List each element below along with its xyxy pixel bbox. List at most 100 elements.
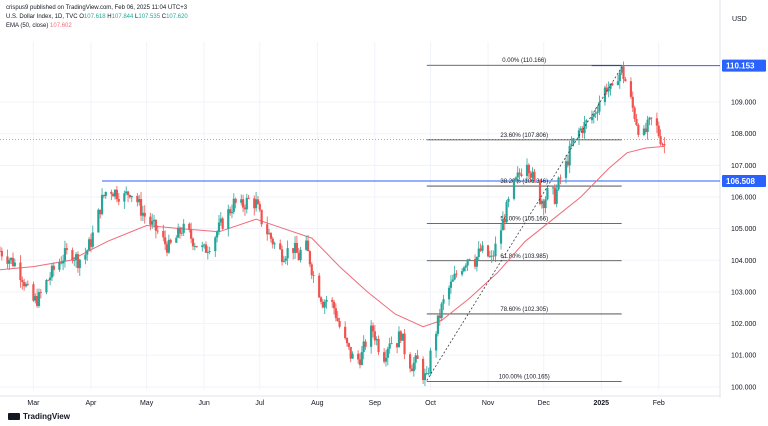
candle-body xyxy=(99,209,102,215)
candle-body xyxy=(583,122,586,134)
candle-body xyxy=(618,72,621,82)
published-note: crispus9 published on TradingView.com, F… xyxy=(6,5,188,11)
y-tick-label: 100.000 xyxy=(731,384,756,391)
tradingview-logo[interactable]: TradingView xyxy=(8,412,70,421)
candle-body xyxy=(332,301,336,309)
x-tick-label: May xyxy=(140,400,154,407)
candle-body xyxy=(438,315,441,319)
candle-body xyxy=(217,222,221,232)
candle-body xyxy=(279,243,282,250)
candle-body xyxy=(468,259,471,260)
candle-body xyxy=(585,120,588,123)
candle-body xyxy=(73,260,76,261)
candle-body xyxy=(76,254,80,269)
candle-body xyxy=(460,271,464,275)
candle-body xyxy=(308,251,311,265)
candle-body xyxy=(525,164,529,177)
candle-body xyxy=(65,248,68,251)
candle-body xyxy=(284,258,287,261)
candle-body xyxy=(195,246,198,248)
candle-body xyxy=(555,189,558,204)
x-tick-label: Jun xyxy=(198,400,209,407)
candle-body xyxy=(267,233,271,235)
candle-body xyxy=(473,259,477,267)
candle-body xyxy=(139,199,143,216)
x-axis[interactable]: Mar Apr May Jun Jul Aug Sep Oct Nov Dec 2025 Feb xyxy=(27,400,665,407)
candle-body xyxy=(299,249,302,261)
candle-body xyxy=(151,220,154,225)
horizontal-levels xyxy=(0,65,720,182)
candle-body xyxy=(488,256,491,257)
candle-body xyxy=(659,136,662,145)
candle-body xyxy=(344,326,347,339)
candle-body xyxy=(531,171,534,178)
candle-body xyxy=(425,373,428,374)
candle-body xyxy=(178,227,182,234)
candle-body xyxy=(113,189,117,197)
candle-body xyxy=(362,341,365,353)
candle-body xyxy=(609,83,612,89)
candle-body xyxy=(156,230,159,232)
fib-level-label: 61.80% (103.985) xyxy=(500,254,548,260)
candle-body xyxy=(490,255,493,257)
price-tag xyxy=(722,59,766,72)
y-tick-label: 103.000 xyxy=(731,289,756,296)
candle-body xyxy=(154,219,157,231)
candle-body xyxy=(620,66,623,73)
candle-body xyxy=(125,191,128,194)
fib-trend-line xyxy=(426,67,622,381)
candle-body xyxy=(396,343,399,348)
candle-body xyxy=(557,177,560,190)
candle-body xyxy=(661,144,664,145)
candle-body xyxy=(648,117,651,120)
candle-body xyxy=(167,239,170,253)
candle-body xyxy=(282,260,286,262)
candle-body xyxy=(323,301,326,308)
candle-body xyxy=(0,250,2,252)
candle-body xyxy=(512,179,516,199)
candle-body xyxy=(577,130,581,139)
ema-line-legend: EMA (50, close) 107.602 xyxy=(6,23,72,29)
candle-body xyxy=(208,251,211,252)
candle-body xyxy=(49,277,52,281)
candle-body xyxy=(141,212,144,216)
candle-body xyxy=(607,88,610,92)
fib-level-label: 50.00% (105.166) xyxy=(500,216,548,222)
candle-body xyxy=(34,296,37,301)
fib-level-label: 100.00% (100.165) xyxy=(499,375,550,381)
candle-body xyxy=(310,264,313,276)
candle-body xyxy=(334,308,337,318)
candle-body xyxy=(78,259,81,269)
candle-body xyxy=(143,212,146,217)
candle-body xyxy=(243,207,247,210)
candle-body xyxy=(123,193,126,202)
candle-body xyxy=(230,211,234,214)
y-axis[interactable]: 100.000 101.000 102.000 103.000 104.000 105.0… xyxy=(731,100,756,392)
fib-level-label: 23.60% (107.806) xyxy=(500,133,548,139)
trend-layer xyxy=(426,67,622,381)
candle-body xyxy=(370,325,373,347)
candle-body xyxy=(538,180,542,205)
candle-body xyxy=(637,124,640,135)
candle-body xyxy=(397,331,401,348)
candle-body xyxy=(644,128,647,133)
candle-body xyxy=(177,227,180,238)
candle-body xyxy=(494,243,497,257)
candle-body xyxy=(182,223,185,233)
candle-body xyxy=(188,223,191,230)
ohlc-close-label: C xyxy=(161,14,167,20)
y-tick-label: 107.000 xyxy=(731,163,756,170)
candle-body xyxy=(501,219,504,231)
x-tick-label: Oct xyxy=(425,400,436,407)
candle-body xyxy=(71,250,74,261)
candle-body xyxy=(383,352,386,362)
candle-body xyxy=(306,240,310,252)
grid xyxy=(0,0,721,398)
tradingview-logo-text: TradingView xyxy=(23,412,70,421)
candle-body xyxy=(650,117,653,119)
candle-body xyxy=(503,219,506,223)
price-tag-label: 106.508 xyxy=(726,177,755,186)
candle-body xyxy=(253,198,256,209)
y-tick-label: 101.000 xyxy=(731,353,756,360)
